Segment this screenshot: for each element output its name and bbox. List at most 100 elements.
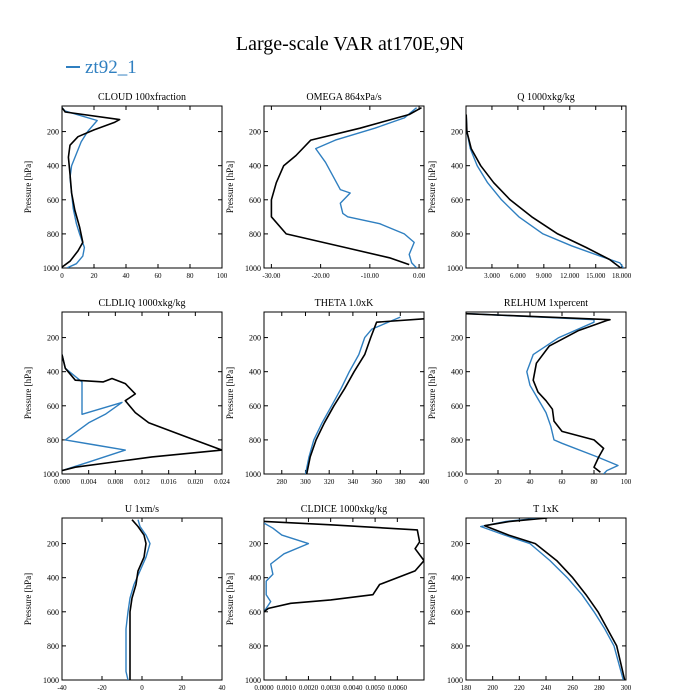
y-tick-label: 800 bbox=[47, 436, 59, 445]
plot-frame bbox=[61, 517, 223, 681]
x-tick-label: 340 bbox=[348, 478, 359, 486]
y-tick-label: 200 bbox=[249, 128, 261, 137]
page-title: Large-scale VAR at170E,9N bbox=[235, 33, 465, 55]
plot-frame bbox=[263, 105, 425, 269]
x-tick-label: -20.00 bbox=[312, 272, 331, 280]
x-tick-label: 0.00 bbox=[413, 272, 426, 280]
series-line-zt92-1 bbox=[304, 316, 401, 474]
y-tick-label: 1000 bbox=[245, 676, 261, 685]
y-tick-label: 600 bbox=[249, 608, 261, 617]
y-tick-label: 400 bbox=[47, 162, 59, 171]
series-line-2 bbox=[466, 312, 611, 473]
plot-frame bbox=[61, 105, 223, 269]
y-tick-label: 800 bbox=[47, 642, 59, 651]
chart-panel: THETA 1.0xK Pressure [hPa] 200 400 600 800 100… bbox=[225, 298, 430, 486]
plot-frame bbox=[263, 517, 425, 681]
x-tick-label: 0.0060 bbox=[388, 684, 408, 692]
panel-title: THETA 1.0xK bbox=[315, 298, 374, 309]
y-tick-label: 400 bbox=[249, 368, 261, 377]
y-tick-label: 200 bbox=[249, 540, 261, 549]
y-tick-label: 600 bbox=[451, 196, 463, 205]
y-axis-label: Pressure [hPa] bbox=[23, 367, 33, 419]
y-tick-label: 800 bbox=[249, 436, 261, 445]
panel-title: CLOUD 100xfraction bbox=[98, 92, 186, 103]
y-tick-label: 1000 bbox=[447, 470, 463, 479]
x-tick-label: 0.020 bbox=[187, 478, 203, 486]
x-tick-label: -20 bbox=[97, 684, 107, 692]
y-tick-label: 600 bbox=[451, 608, 463, 617]
y-tick-label: 800 bbox=[451, 642, 463, 651]
x-tick-label: 0.0050 bbox=[365, 684, 385, 692]
x-tick-label: 20 bbox=[91, 272, 99, 280]
series-line-2 bbox=[62, 107, 121, 268]
y-tick-label: 800 bbox=[249, 230, 261, 239]
panel-title: U 1xm/s bbox=[125, 504, 159, 515]
y-tick-label: 200 bbox=[47, 128, 59, 137]
x-tick-label: 260 bbox=[567, 684, 578, 692]
x-tick-label: 60 bbox=[155, 272, 163, 280]
series-line-zt92-1 bbox=[125, 519, 151, 680]
panel-title: Q 1000xkg/kg bbox=[517, 92, 575, 103]
x-tick-label: 0.012 bbox=[134, 478, 150, 486]
plot-frame bbox=[61, 311, 223, 475]
series-line-zt92-1 bbox=[480, 518, 624, 680]
x-tick-label: -30.00 bbox=[262, 272, 281, 280]
panel-title: CLDICE 1000xkg/kg bbox=[301, 504, 387, 515]
y-tick-label: 400 bbox=[47, 368, 59, 377]
panel-title: OMEGA 864xPa/s bbox=[306, 92, 381, 103]
y-tick-label: 600 bbox=[47, 196, 59, 205]
y-tick-label: 600 bbox=[47, 608, 59, 617]
series-line-2 bbox=[270, 106, 422, 266]
x-tick-label: 200 bbox=[487, 684, 498, 692]
x-tick-label: 40 bbox=[219, 684, 227, 692]
series-line-2 bbox=[62, 354, 222, 472]
series-line-2 bbox=[129, 519, 147, 680]
panel-title: T 1xK bbox=[533, 504, 559, 515]
x-tick-label: 0 bbox=[464, 478, 468, 486]
x-tick-label: 180 bbox=[461, 684, 472, 692]
y-tick-label: 400 bbox=[451, 574, 463, 583]
x-tick-label: 300 bbox=[621, 684, 632, 692]
series-line-zt92-1 bbox=[466, 114, 624, 268]
y-tick-label: 200 bbox=[451, 334, 463, 343]
chart-panel: CLDLIQ 1000xkg/kg Pressure [hPa] 200 400 600… bbox=[23, 298, 230, 486]
y-axis-label: Pressure [hPa] bbox=[427, 161, 437, 213]
x-tick-label: 9.000 bbox=[536, 272, 552, 280]
x-tick-label: 20 bbox=[179, 684, 187, 692]
y-tick-label: 400 bbox=[47, 574, 59, 583]
y-tick-label: 200 bbox=[451, 128, 463, 137]
x-tick-label: 0.0010 bbox=[277, 684, 297, 692]
y-tick-label: 200 bbox=[47, 334, 59, 343]
y-axis-label: Pressure [hPa] bbox=[427, 573, 437, 625]
y-tick-label: 600 bbox=[249, 402, 261, 411]
series-line-zt92-1 bbox=[469, 313, 619, 474]
plot-frame bbox=[465, 105, 627, 269]
y-tick-label: 1000 bbox=[245, 264, 261, 273]
y-axis-label: Pressure [hPa] bbox=[225, 161, 235, 213]
x-tick-label: 360 bbox=[371, 478, 382, 486]
y-tick-label: 1000 bbox=[447, 264, 463, 273]
x-tick-label: 280 bbox=[277, 478, 288, 486]
x-tick-label: 100 bbox=[621, 478, 632, 486]
series-line-zt92-1 bbox=[62, 107, 98, 268]
y-tick-label: 200 bbox=[249, 334, 261, 343]
x-tick-label: 3.000 bbox=[484, 272, 500, 280]
y-tick-label: 1000 bbox=[43, 676, 59, 685]
legend: zt92_1 bbox=[66, 57, 137, 79]
plot-frame bbox=[465, 311, 627, 475]
x-tick-label: 40 bbox=[527, 478, 535, 486]
series-line-zt92-1 bbox=[264, 522, 310, 613]
y-tick-label: 600 bbox=[249, 196, 261, 205]
y-tick-label: 800 bbox=[47, 230, 59, 239]
x-tick-label: 300 bbox=[300, 478, 311, 486]
y-tick-label: 800 bbox=[249, 642, 261, 651]
panel-title: CLDLIQ 1000xkg/kg bbox=[99, 298, 186, 309]
y-tick-label: 400 bbox=[249, 162, 261, 171]
y-axis-label: Pressure [hPa] bbox=[225, 367, 235, 419]
y-tick-label: 400 bbox=[451, 162, 463, 171]
y-tick-label: 600 bbox=[47, 402, 59, 411]
legend-label: zt92_1 bbox=[85, 57, 137, 78]
x-tick-label: 0 bbox=[140, 684, 144, 692]
